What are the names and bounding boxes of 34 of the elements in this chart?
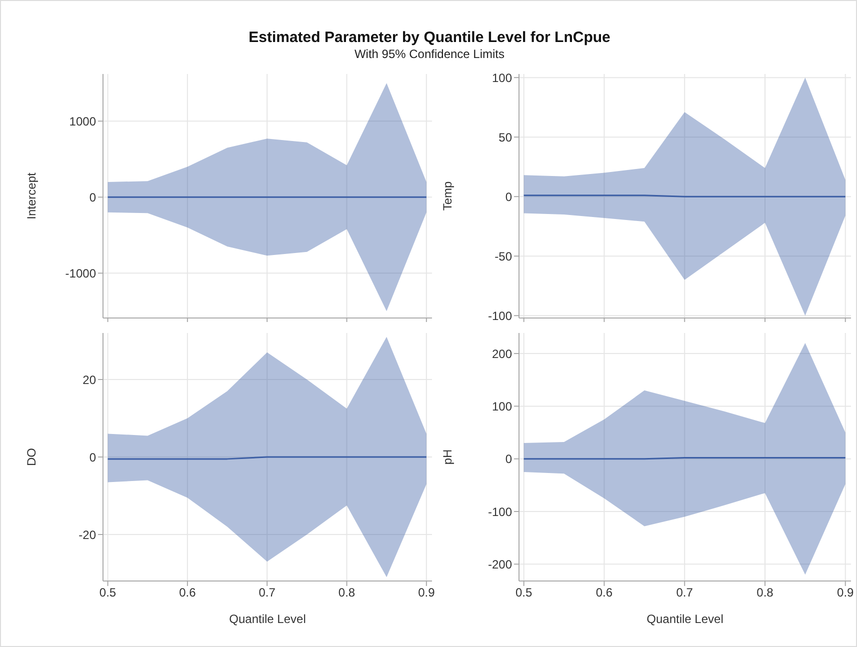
y-tick-label: 0 <box>89 450 96 464</box>
y-axis-title: DO <box>24 448 38 466</box>
x-tick-label: 0.6 <box>596 586 613 600</box>
y-tick-label: 0 <box>89 190 96 204</box>
x-tick-label: 0.8 <box>756 586 774 600</box>
x-tick-label: 0.9 <box>418 586 436 600</box>
y-tick-label: -1000 <box>65 266 96 280</box>
x-tick-label: 0.8 <box>338 586 356 600</box>
y-tick-label: 200 <box>492 346 512 361</box>
y-axis-title: Temp <box>440 181 454 211</box>
y-tick-label: 1000 <box>69 114 96 128</box>
x-tick-label: 0.6 <box>179 586 196 600</box>
x-tick-label: 0.9 <box>837 586 854 600</box>
y-tick-label: 0 <box>505 452 512 466</box>
y-tick-label: -200 <box>488 557 512 572</box>
x-tick-label: 0.7 <box>258 586 276 600</box>
y-tick-label: 100 <box>492 70 512 85</box>
y-axis-title: Intercept <box>24 172 38 220</box>
y-tick-label: 0 <box>505 190 512 204</box>
y-tick-label: 50 <box>498 130 512 144</box>
x-tick-label: 0.5 <box>99 586 116 600</box>
y-tick-label: -100 <box>488 308 512 323</box>
y-tick-label: -100 <box>488 504 512 519</box>
chart-subtitle: With 95% Confidence Limits <box>353 47 506 61</box>
y-tick-label: -50 <box>494 249 512 264</box>
y-tick-label: 100 <box>492 399 512 414</box>
y-tick-label: 20 <box>82 372 96 387</box>
x-tick-label: 0.7 <box>676 586 694 600</box>
y-tick-label: -20 <box>78 528 96 542</box>
chart-title: Estimated Parameter by Quantile Level for LnCpue <box>248 29 612 46</box>
x-tick-label: 0.5 <box>515 586 532 600</box>
y-axis-title: pH <box>440 449 454 465</box>
x-axis-title: Quantile Level <box>646 612 724 626</box>
x-axis-title: Quantile Level <box>229 612 306 626</box>
